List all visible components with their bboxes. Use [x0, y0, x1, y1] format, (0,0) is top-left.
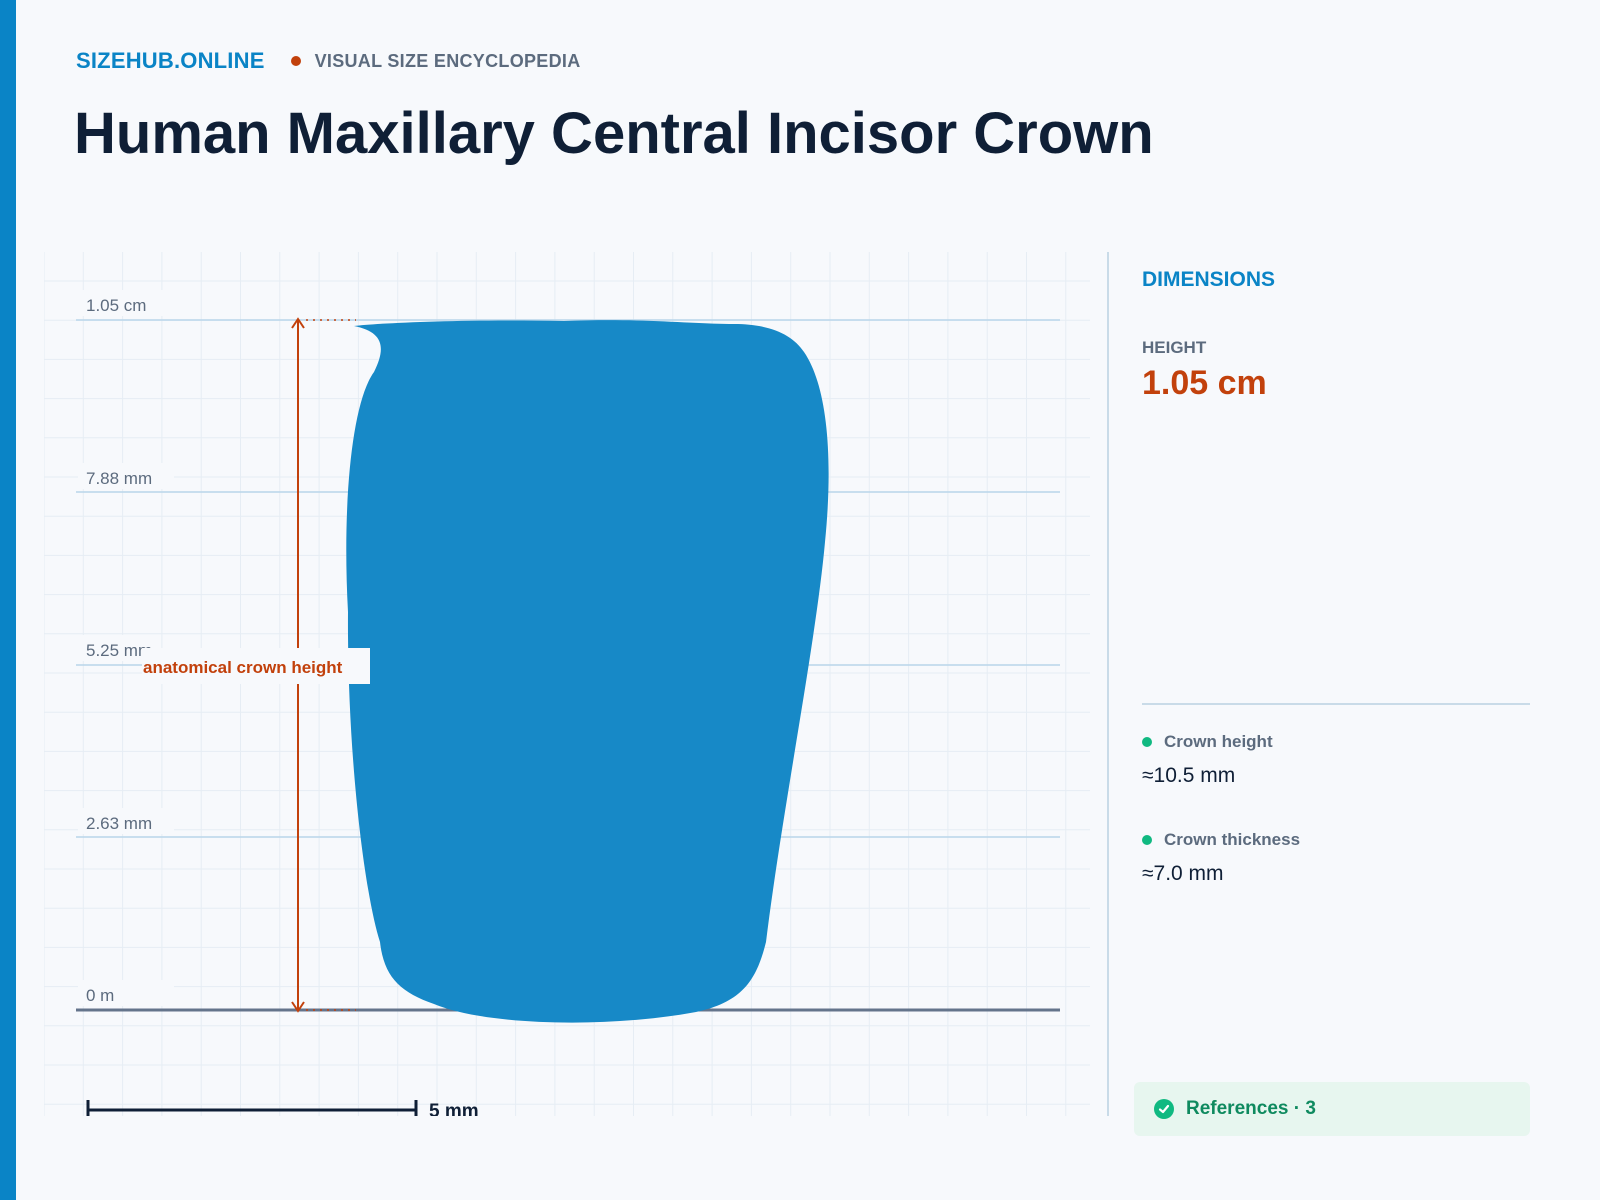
metric-value: ≈7.0 mm: [1142, 862, 1224, 885]
tick-label-bg-zero: [78, 980, 174, 1006]
tick-label-upper: 7.88 mm: [86, 469, 152, 488]
section-divider: [1142, 703, 1530, 705]
metric-name: Crown height: [1164, 732, 1273, 751]
status-dot-icon: [1142, 737, 1152, 747]
dimensions-heading: DIMENSIONS: [1142, 268, 1276, 291]
references-label: References · 3: [1186, 1098, 1316, 1119]
height-measurement: anatomical crown height: [142, 317, 370, 1013]
height-label: HEIGHT: [1142, 338, 1207, 357]
incisor-crown-silhouette: [346, 320, 829, 1023]
separator-dot-icon: [290, 56, 301, 66]
measure-label: anatomical crown height: [143, 658, 343, 677]
panel-divider: [1107, 252, 1109, 1116]
accent-bar: [0, 0, 16, 1200]
scale-bar-label: 5 mm: [429, 1101, 479, 1116]
tick-label-zero: 0 m: [86, 986, 114, 1005]
tick-label-bg-upper: [78, 463, 174, 489]
site-name-link[interactable]: SIZEHUB.ONLINE: [76, 48, 265, 73]
page-title: Human Maxillary Central Incisor Crown: [74, 101, 1154, 166]
tick-label-lower: 2.63 mm: [86, 814, 152, 833]
height-value: 1.05 cm: [1142, 364, 1267, 402]
scale-bar: 5 mm: [86, 1100, 479, 1116]
measure-label-bg: [142, 648, 370, 684]
arrow-down-icon: [291, 1001, 305, 1013]
status-dot-icon: [1142, 835, 1152, 845]
diagram-canvas: 1.05 cm 7.88 mm 5.25 mm 2.63 mm 0 m anat…: [44, 252, 1090, 1116]
arrow-up-icon: [291, 317, 305, 329]
check-circle-icon: [1154, 1099, 1174, 1119]
dimensions-panel: DIMENSIONS HEIGHT 1.05 cm Crown height ≈…: [1134, 252, 1530, 1136]
metric-value: ≈10.5 mm: [1142, 764, 1236, 787]
metric-name: Crown thickness: [1164, 830, 1301, 849]
references-button[interactable]: References · 3: [1134, 1082, 1530, 1136]
tick-label-bg-lower: [78, 808, 174, 834]
metric-crown-height: Crown height ≈10.5 mm: [1142, 732, 1530, 788]
tick-label-middle: 5.25 mm: [86, 641, 152, 660]
tick-label-top: 1.05 cm: [86, 296, 146, 315]
site-header: SIZEHUB.ONLINE VISUAL SIZE ENCYCLOPEDIA: [76, 48, 581, 74]
tick-label-bg-top: [78, 290, 174, 316]
size-diagram: 1.05 cm 7.88 mm 5.25 mm 2.63 mm 0 m anat…: [44, 252, 1090, 1116]
metric-crown-thickness: Crown thickness ≈7.0 mm: [1142, 830, 1530, 886]
tagline: VISUAL SIZE ENCYCLOPEDIA: [314, 50, 581, 71]
tick-label-bg-middle: [78, 635, 146, 661]
